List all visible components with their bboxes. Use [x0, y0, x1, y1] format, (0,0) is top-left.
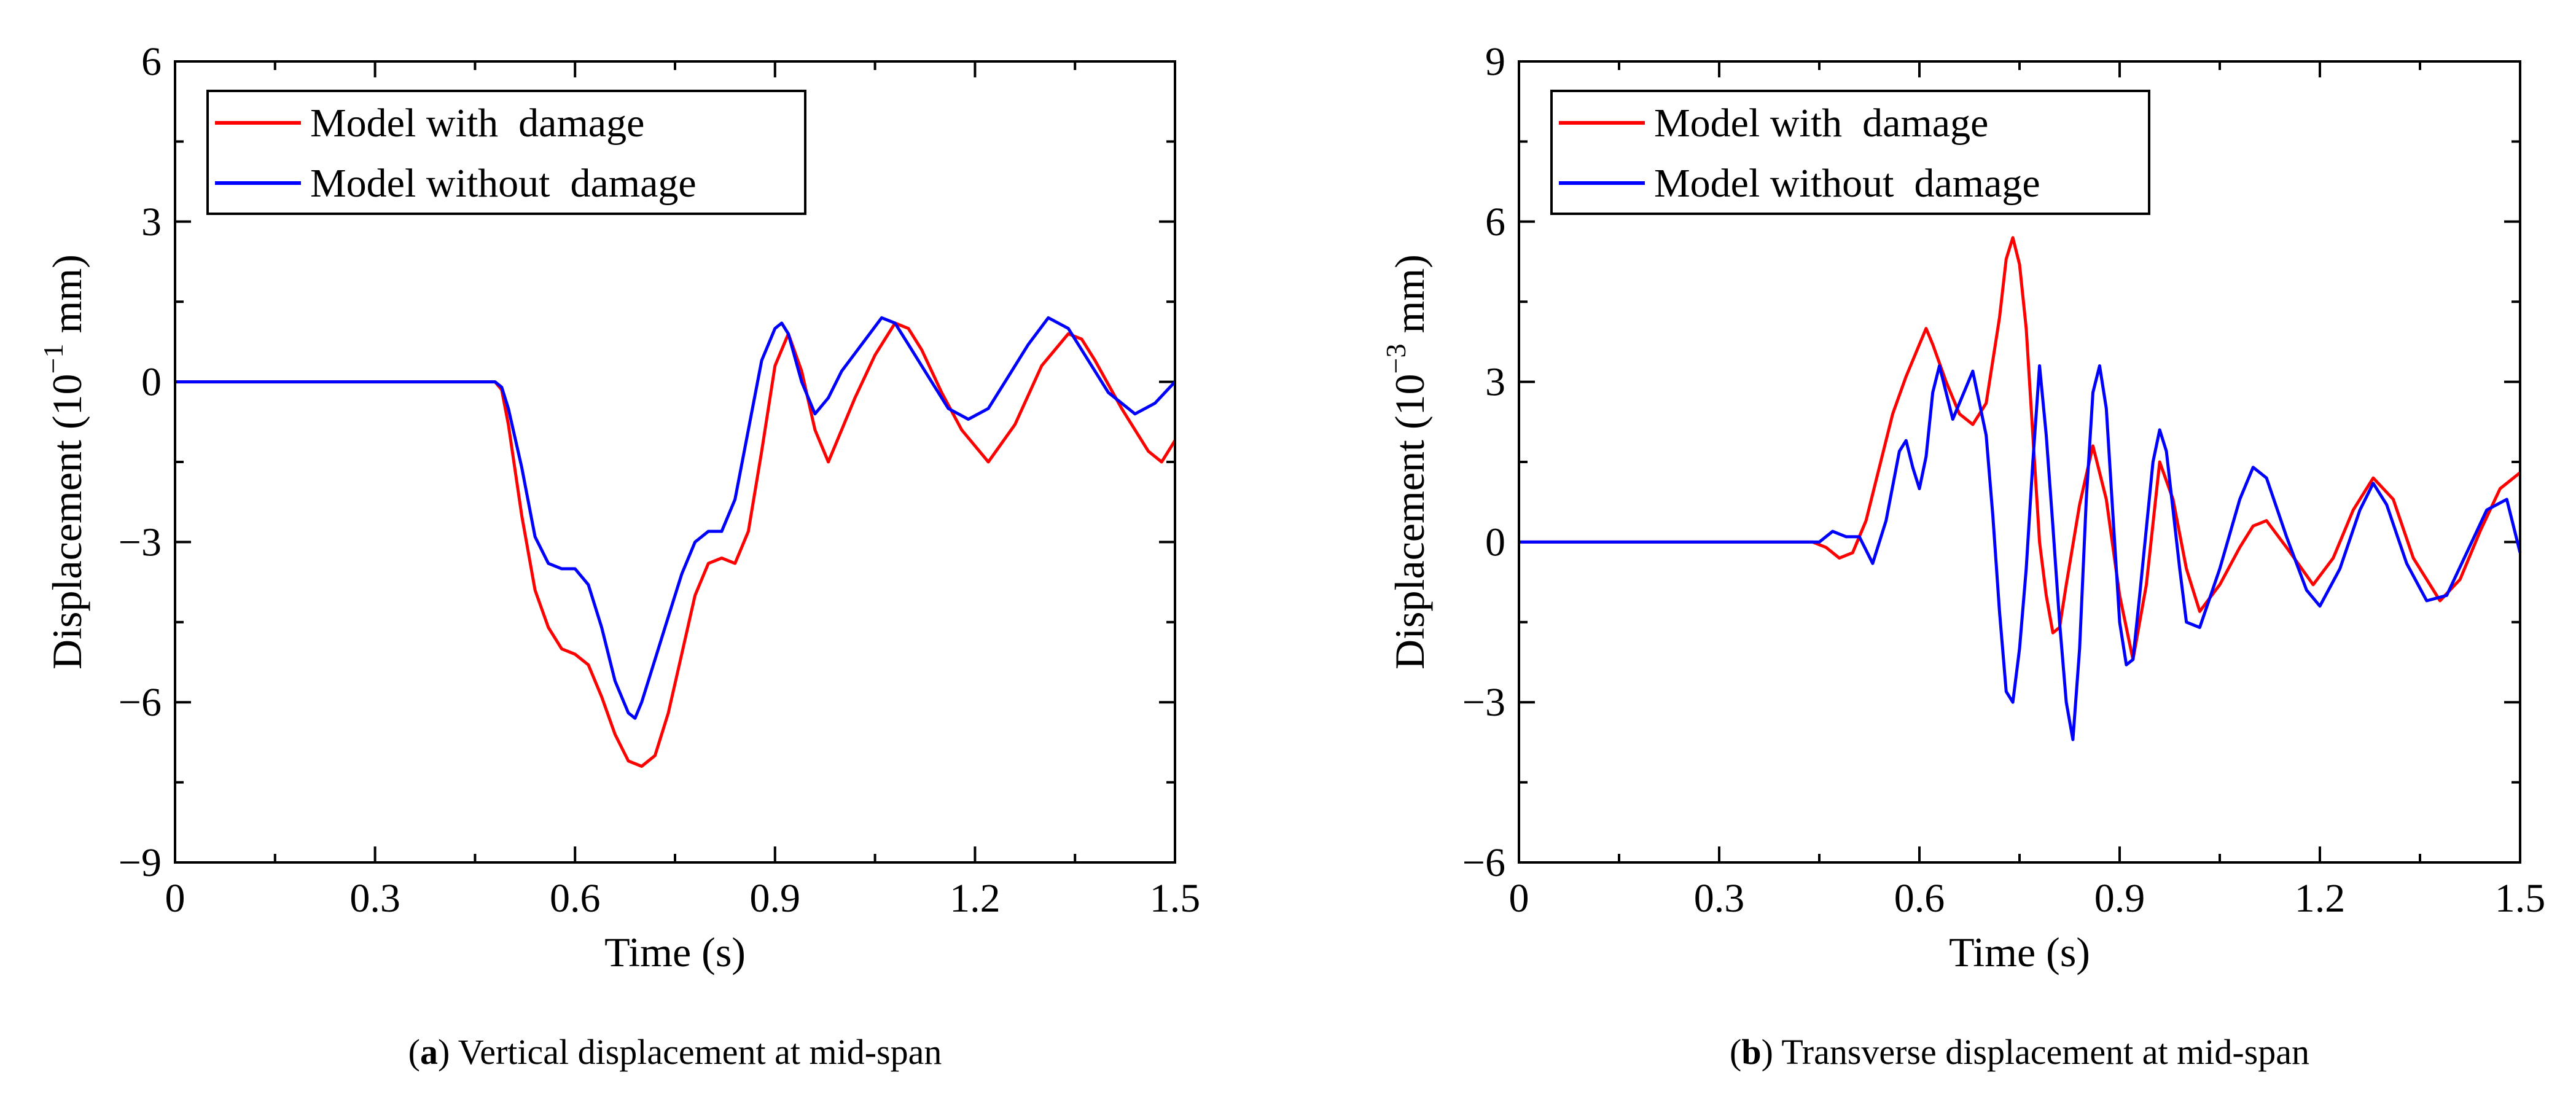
panel-b-y-axis-label: Displacement (10−3 mm) [1380, 254, 1433, 670]
y-tick-label: −9 [119, 840, 162, 885]
y-tick-label: 6 [141, 39, 162, 84]
panel-b-caption-letter: b [1741, 1032, 1761, 1072]
y-tick-label: −6 [119, 680, 162, 725]
panel-a-y-axis-label-unit: mm) [44, 254, 90, 343]
panel-a-series-lines [175, 316, 1177, 768]
x-tick-label: 0 [165, 876, 185, 921]
series-line-with-damage [1519, 236, 2521, 662]
series-line-with-damage [175, 321, 1177, 768]
panel-a-legend: Model with damage Model without damage [206, 90, 806, 215]
panel-b-plot-frame [1518, 60, 2521, 864]
panel-b-legend-label-with-damage: Model with damage [1654, 101, 1988, 146]
series-line-without-damage [1519, 364, 2522, 741]
y-tick-label: 0 [1485, 520, 1505, 565]
x-tick-label: 0.9 [2094, 876, 2145, 921]
x-tick-label: 0.3 [1694, 876, 1745, 921]
panel-a-legend-box [206, 90, 806, 215]
y-tick-label: 6 [1485, 200, 1505, 244]
panel-a-y-axis-label: Displacement (10−1 mm) [37, 254, 90, 670]
panel-b-caption: (b) Transverse displacement at mid-span [1730, 1032, 2309, 1072]
panel-b-y-axis-label-main: Displacement (10 [1386, 373, 1433, 670]
panel-a-caption: (a) Vertical displacement at mid-span [408, 1032, 942, 1072]
panel-a-y-axis-label-main: Displacement (10 [44, 373, 90, 670]
x-tick-label: 1.2 [2295, 876, 2346, 921]
y-tick-label: −3 [119, 520, 162, 565]
y-tick-label: 9 [1485, 39, 1505, 84]
series-line-without-damage [175, 316, 1176, 720]
panel-b-legend: Model with damage Model without damage [1550, 90, 2150, 215]
y-tick-label: −3 [1462, 680, 1505, 725]
panel-a-vertical-displacement: 0 0.3 0.6 0.9 1.2 1.5 −9 −6 −3 0 3 6 Time (s) Displ… [37, 39, 1200, 1072]
panel-a-y-axis-label-exponent: −1 [37, 343, 69, 373]
panel-a-caption-text: Vertical displacement at mid-span [458, 1032, 942, 1072]
y-tick-label: 3 [1485, 360, 1505, 405]
x-tick-label: 0.6 [1894, 876, 1945, 921]
x-tick-label: 0.3 [349, 876, 400, 921]
panel-b-legend-box [1550, 90, 2150, 215]
panel-b-y-axis-label-exponent: −3 [1380, 343, 1411, 373]
panel-b-legend-label-without-damage: Model without damage [1654, 161, 2040, 206]
panel-b-tick-labels: 0 0.3 0.6 0.9 1.2 1.5 −6 −3 0 3 6 9 [1462, 39, 2545, 921]
x-tick-label: 0 [1509, 876, 1529, 921]
panel-a-legend-label-with-damage: Model with damage [310, 101, 644, 146]
panel-a-caption-letter: a [420, 1032, 438, 1072]
panel-a-x-axis-label: Time (s) [604, 929, 746, 975]
panel-b-transverse-displacement: 0 0.3 0.6 0.9 1.2 1.5 −6 −3 0 3 6 9 Time (s) Displa… [1380, 39, 2545, 1072]
x-tick-label: 1.2 [950, 876, 1001, 921]
panel-a-tick-labels: 0 0.3 0.6 0.9 1.2 1.5 −9 −6 −3 0 3 6 [119, 39, 1200, 921]
x-tick-label: 1.5 [1150, 876, 1201, 921]
y-tick-label: −6 [1462, 840, 1505, 885]
panel-a-plot-frame [174, 60, 1176, 864]
x-tick-label: 0.6 [550, 876, 601, 921]
y-tick-label: 3 [141, 200, 162, 244]
panel-b-y-axis-label-unit: mm) [1386, 254, 1433, 343]
panel-b-x-axis-label: Time (s) [1949, 929, 2090, 975]
x-tick-label: 1.5 [2495, 876, 2546, 921]
panel-b-caption-text: Transverse displacement at mid-span [1781, 1032, 2309, 1072]
panel-b-series-lines [1519, 236, 2522, 741]
y-tick-label: 0 [141, 360, 162, 405]
x-tick-label: 0.9 [750, 876, 801, 921]
panel-a-legend-label-without-damage: Model without damage [310, 161, 697, 206]
